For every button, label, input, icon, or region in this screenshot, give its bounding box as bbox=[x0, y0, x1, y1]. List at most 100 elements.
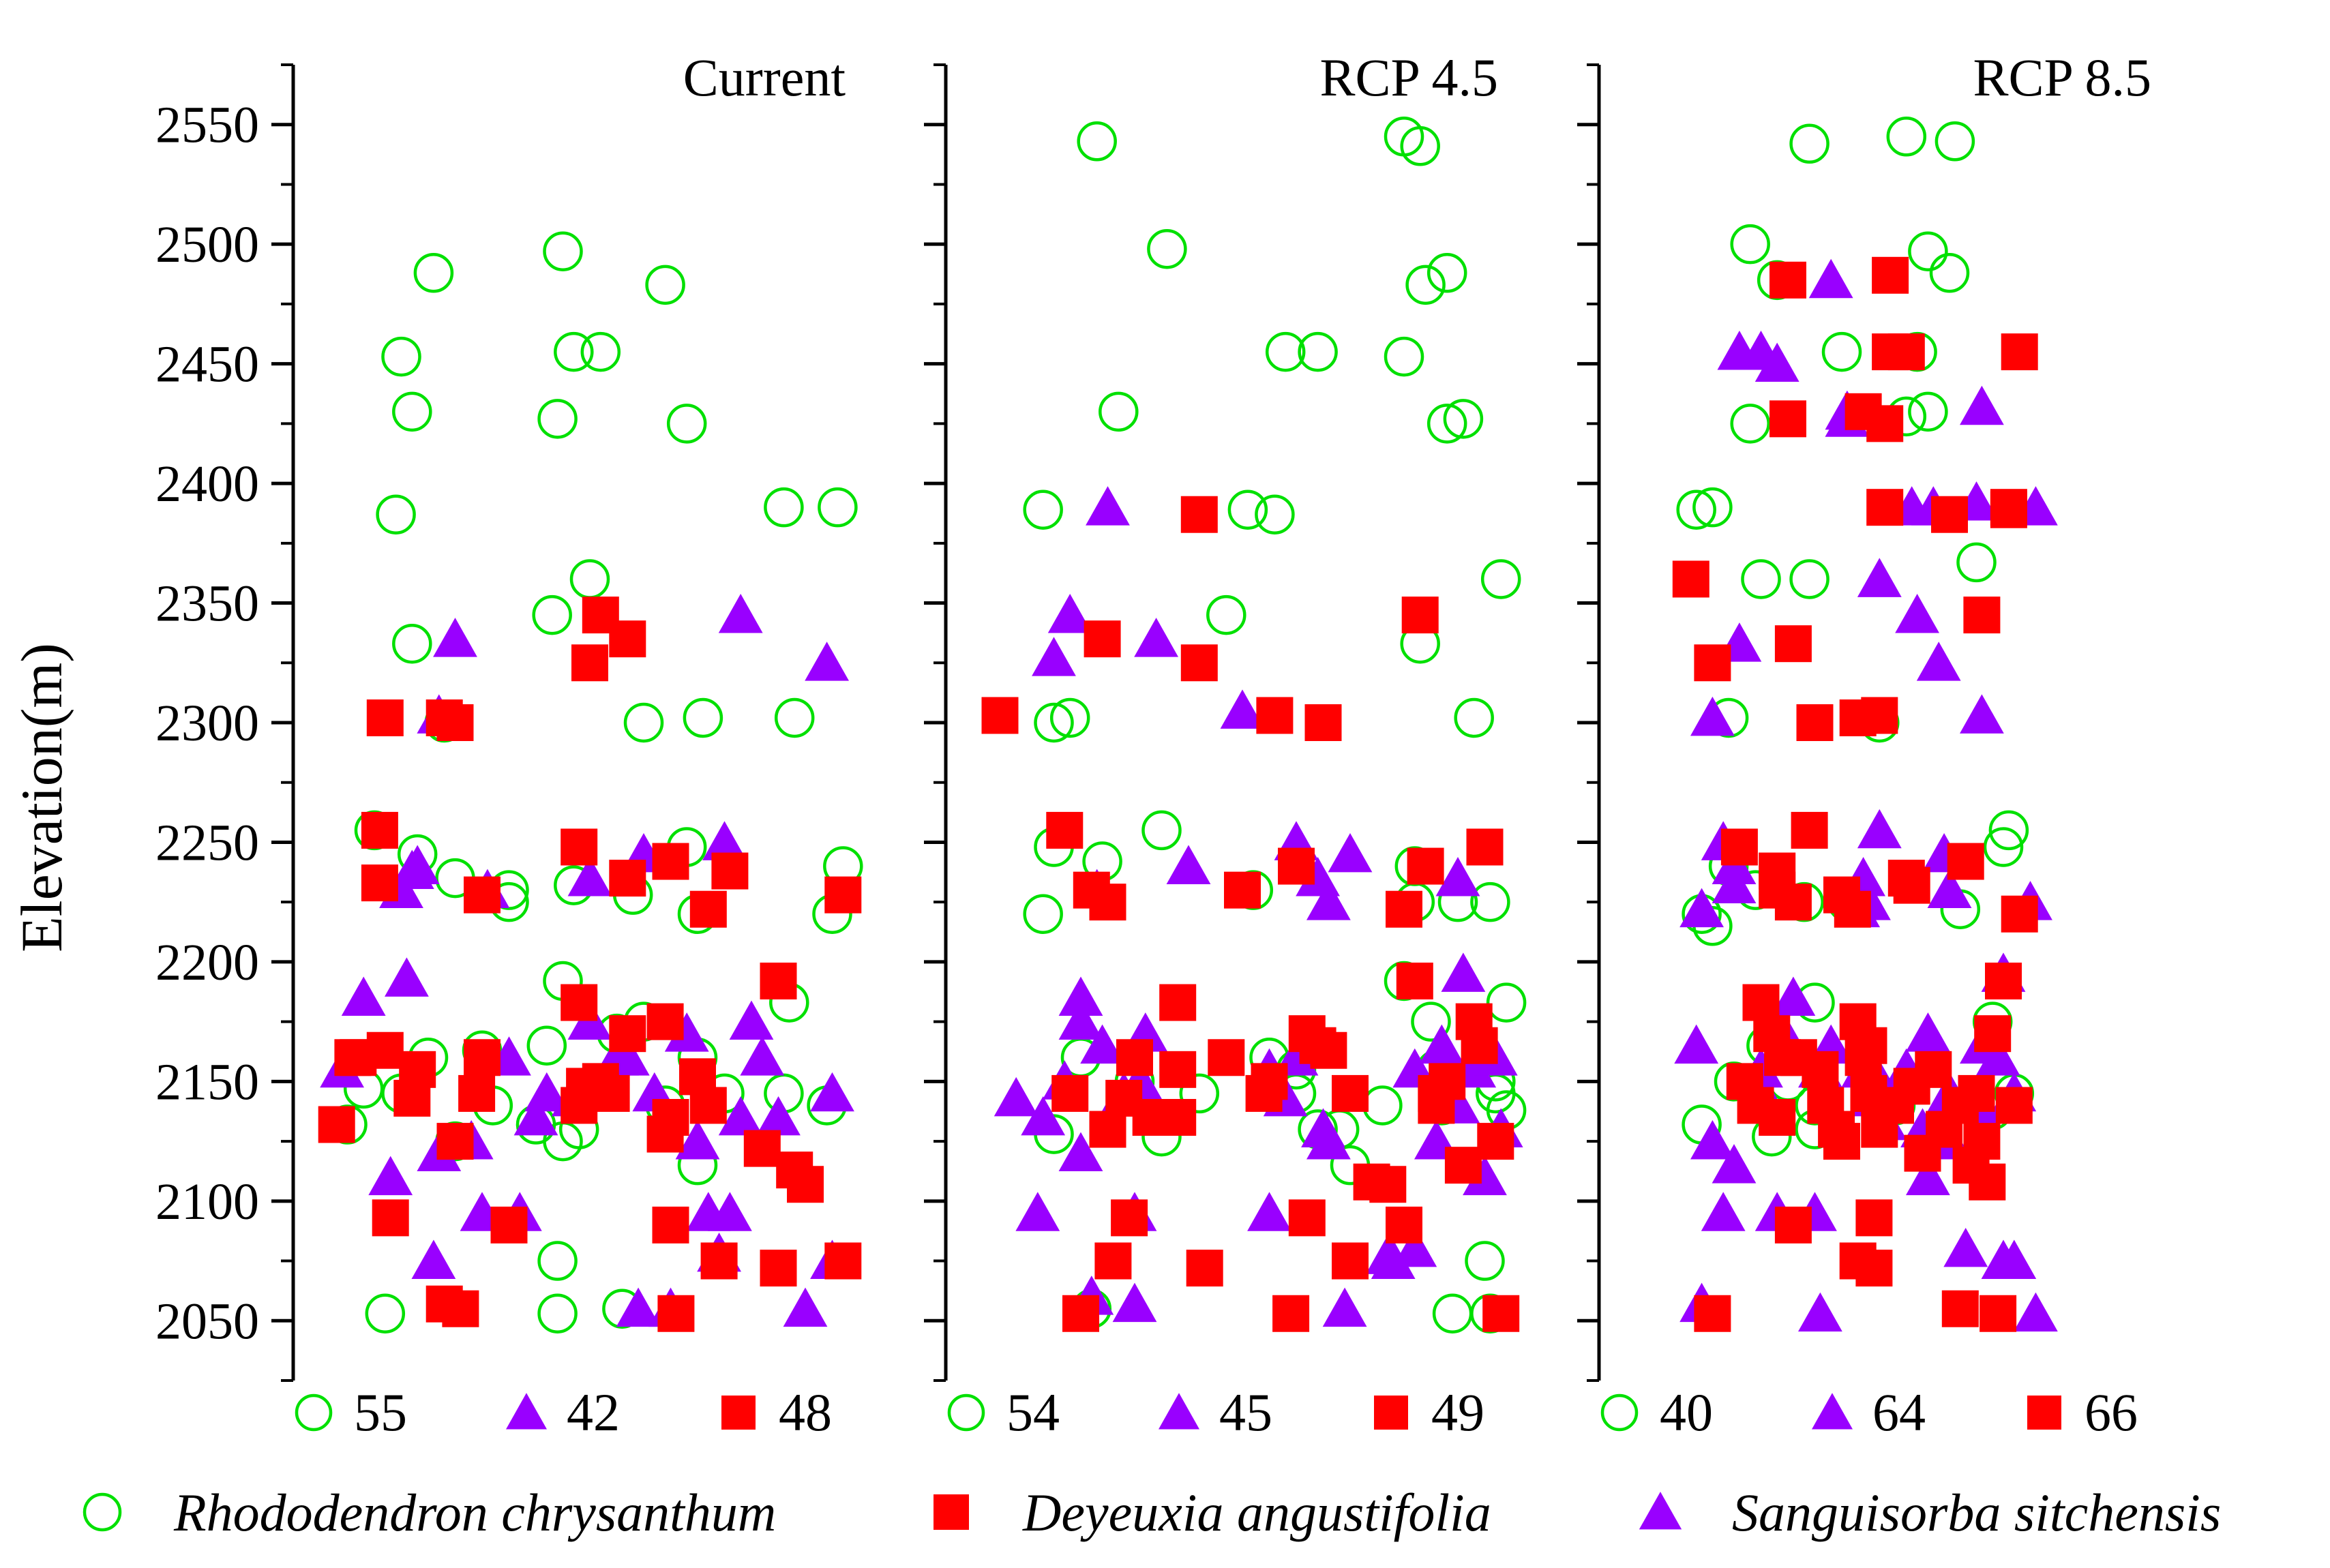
data-point-sanguisorba bbox=[368, 1156, 413, 1196]
data-point-deyeuxia bbox=[1304, 704, 1342, 741]
data-point-deyeuxia bbox=[1759, 1099, 1796, 1136]
data-point-deyeuxia bbox=[464, 1039, 501, 1076]
data-point-rhododendron bbox=[537, 1241, 578, 1281]
count-marker-sanguisorba bbox=[1159, 1393, 1199, 1430]
data-point-sanguisorba bbox=[1058, 1132, 1103, 1172]
data-point-deyeuxia bbox=[1477, 1123, 1514, 1160]
data-point-rhododendron bbox=[683, 697, 723, 738]
data-point-rhododendron bbox=[1077, 121, 1117, 162]
data-point-sanguisorba bbox=[1679, 888, 1724, 928]
data-point-deyeuxia bbox=[582, 1063, 619, 1100]
data-point-deyeuxia bbox=[1887, 860, 1925, 897]
data-point-rhododendron bbox=[1443, 399, 1484, 439]
data-point-sanguisorba bbox=[341, 976, 386, 1016]
data-point-deyeuxia bbox=[1159, 1051, 1197, 1088]
legend-item-deyeuxia: Deyeuxia angustifolia bbox=[934, 1483, 1491, 1542]
data-point-sanguisorba bbox=[664, 1012, 709, 1052]
data-point-rhododendron bbox=[392, 391, 432, 432]
y-tick-label: 2550 bbox=[155, 97, 259, 154]
data-point-sanguisorba bbox=[702, 821, 747, 860]
data-point-deyeuxia bbox=[361, 864, 398, 902]
series-rhododendron bbox=[1676, 117, 2035, 1157]
data-point-deyeuxia bbox=[1958, 1074, 1995, 1112]
data-point-sanguisorba bbox=[1086, 486, 1130, 526]
data-point-sanguisorba bbox=[1306, 881, 1351, 920]
data-point-deyeuxia bbox=[425, 1285, 463, 1323]
count-marker-deyeuxia bbox=[2027, 1396, 2061, 1430]
data-point-sanguisorba bbox=[1032, 637, 1076, 676]
data-point-deyeuxia bbox=[393, 1079, 431, 1117]
data-point-deyeuxia bbox=[1941, 1290, 1979, 1327]
data-point-rhododendron bbox=[1908, 391, 1948, 432]
data-point-sanguisorba bbox=[1857, 809, 1902, 849]
data-point-sanguisorba bbox=[1371, 1239, 1416, 1279]
data-point-rhododendron bbox=[1432, 1293, 1473, 1333]
data-point-sanguisorba bbox=[1112, 1282, 1157, 1323]
data-point-rhododendron bbox=[381, 336, 421, 377]
data-point-rhododendron bbox=[1427, 253, 1467, 293]
data-point-sanguisorba bbox=[708, 1192, 752, 1231]
data-point-deyeuxia bbox=[1046, 811, 1084, 849]
count-marker-rhododendron bbox=[1600, 1393, 1639, 1432]
data-point-deyeuxia bbox=[1774, 884, 1812, 921]
data-point-sanguisorba bbox=[1975, 1036, 2020, 1076]
legend-marker-deyeuxia bbox=[934, 1494, 969, 1530]
data-point-deyeuxia bbox=[646, 1115, 684, 1153]
data-point-rhododendron bbox=[1147, 228, 1187, 269]
panel-2: RCP 4.5 54 45 49 bbox=[924, 48, 1527, 1442]
data-point-rhododendron bbox=[1298, 331, 1338, 372]
data-point-sanguisorba bbox=[2014, 1292, 2058, 1332]
data-point-rhododendron bbox=[1265, 331, 1306, 372]
data-point-sanguisorba bbox=[1808, 258, 1853, 299]
data-point-sanguisorba bbox=[783, 1287, 828, 1327]
count-value-rhododendron: 54 bbox=[1006, 1383, 1060, 1442]
data-point-sanguisorba bbox=[513, 1096, 558, 1136]
data-point-rhododendron bbox=[1400, 126, 1440, 166]
count-value-sanguisorba: 45 bbox=[1219, 1383, 1272, 1442]
data-point-rhododendron bbox=[365, 1293, 406, 1333]
data-point-deyeuxia bbox=[1742, 984, 1780, 1021]
data-point-rhododendron bbox=[569, 559, 610, 599]
data-point-deyeuxia bbox=[1051, 1074, 1089, 1112]
data-point-sanguisorba bbox=[1021, 1096, 1066, 1136]
data-point-deyeuxia bbox=[1855, 1250, 1893, 1287]
data-point-deyeuxia bbox=[1791, 811, 1828, 849]
data-point-sanguisorba bbox=[1701, 1192, 1746, 1231]
data-point-sanguisorba bbox=[1247, 1192, 1291, 1231]
data-point-deyeuxia bbox=[2001, 895, 2038, 933]
data-point-sanguisorba bbox=[1220, 689, 1265, 729]
data-point-deyeuxia bbox=[1180, 496, 1218, 533]
data-point-sanguisorba bbox=[1047, 594, 1092, 633]
data-point-rhododendron bbox=[1405, 265, 1446, 305]
data-point-deyeuxia bbox=[1969, 1163, 2006, 1201]
count-marker-deyeuxia bbox=[721, 1396, 756, 1430]
data-point-deyeuxia bbox=[1672, 560, 1709, 598]
y-tick-label: 2050 bbox=[155, 1293, 259, 1350]
data-point-deyeuxia bbox=[334, 1039, 372, 1076]
data-point-deyeuxia bbox=[1720, 828, 1758, 866]
legend-label-deyeuxia: Deyeuxia angustifolia bbox=[1022, 1483, 1491, 1542]
data-point-deyeuxia bbox=[1418, 1087, 1455, 1124]
data-point-deyeuxia bbox=[1834, 890, 1871, 928]
count-value-rhododendron: 55 bbox=[354, 1383, 407, 1442]
data-point-sanguisorba bbox=[740, 1036, 785, 1076]
data-point-sanguisorba bbox=[433, 618, 477, 657]
data-point-deyeuxia bbox=[1866, 405, 1904, 442]
data-point-deyeuxia bbox=[646, 1003, 684, 1040]
data-point-rhododendron bbox=[1956, 542, 1997, 583]
data-point-deyeuxia bbox=[824, 1242, 862, 1280]
data-point-deyeuxia bbox=[1774, 1206, 1812, 1243]
data-point-deyeuxia bbox=[1407, 847, 1444, 885]
data-point-deyeuxia bbox=[1694, 1295, 1731, 1332]
data-point-sanguisorba bbox=[1015, 1192, 1060, 1231]
data-point-sanguisorba bbox=[1916, 642, 1961, 681]
data-point-deyeuxia bbox=[1089, 1111, 1126, 1148]
data-point-deyeuxia bbox=[1386, 890, 1422, 928]
data-point-deyeuxia bbox=[361, 811, 398, 849]
count-value-sanguisorba: 64 bbox=[1872, 1383, 1926, 1442]
data-point-deyeuxia bbox=[700, 1242, 738, 1280]
figure-legend: Rhododendron chrysanthum Deyeuxia angusti… bbox=[83, 1483, 2221, 1542]
data-point-deyeuxia bbox=[1887, 333, 1925, 371]
data-point-deyeuxia bbox=[464, 876, 501, 914]
data-point-deyeuxia bbox=[1995, 1087, 2033, 1124]
